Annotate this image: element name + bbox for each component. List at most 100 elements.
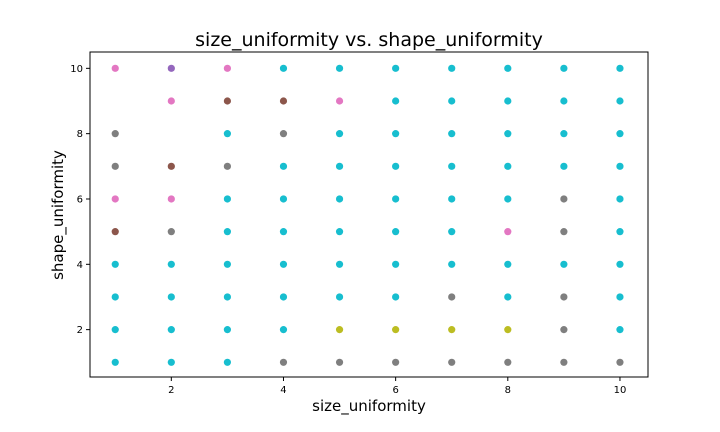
x-tick-label: 2 — [168, 385, 174, 396]
data-point — [504, 358, 512, 366]
data-point — [448, 64, 456, 72]
data-point — [111, 293, 119, 301]
data-point — [616, 228, 624, 236]
y-tick-label: 6 — [77, 194, 83, 205]
data-point — [504, 130, 512, 138]
data-point — [616, 130, 624, 138]
data-point — [616, 64, 624, 72]
data-point — [223, 228, 231, 236]
data-point — [279, 326, 288, 334]
data-point — [167, 97, 175, 105]
data-point — [560, 228, 568, 236]
data-point — [392, 260, 400, 268]
data-point — [279, 293, 288, 301]
data-point — [223, 358, 231, 366]
data-point — [167, 260, 175, 268]
data-point — [279, 358, 288, 366]
data-point — [167, 326, 175, 334]
data-point — [560, 260, 568, 268]
data-point — [335, 64, 344, 72]
data-point — [279, 130, 288, 138]
data-point — [111, 130, 119, 138]
data-point — [111, 358, 119, 366]
x-tick-label: 10 — [614, 385, 627, 396]
data-point — [560, 130, 568, 138]
data-point — [448, 228, 456, 236]
data-point — [279, 162, 288, 170]
data-point — [504, 195, 512, 203]
data-point — [560, 326, 568, 334]
data-point — [167, 162, 175, 170]
data-point — [223, 326, 231, 334]
data-point — [223, 195, 231, 203]
data-point — [448, 130, 456, 138]
data-point — [167, 358, 175, 366]
data-point — [279, 97, 288, 105]
data-point — [504, 293, 512, 301]
data-point — [616, 195, 624, 203]
data-point — [504, 326, 512, 334]
data-point — [167, 64, 175, 72]
data-point — [504, 260, 512, 268]
data-point — [560, 358, 568, 366]
x-axis-label: size_uniformity — [312, 397, 426, 416]
data-point — [448, 97, 456, 105]
data-point — [616, 358, 624, 366]
data-point — [111, 64, 119, 72]
data-point — [616, 260, 624, 268]
data-point — [335, 228, 344, 236]
data-point — [448, 293, 456, 301]
data-point — [111, 195, 119, 203]
y-tick-label: 4 — [77, 260, 83, 271]
data-point — [392, 162, 400, 170]
data-point — [223, 162, 231, 170]
data-point — [223, 260, 231, 268]
data-point — [335, 195, 344, 203]
data-point — [167, 195, 175, 203]
data-point — [335, 358, 344, 366]
data-point — [448, 260, 456, 268]
data-point — [223, 97, 231, 105]
data-point — [504, 64, 512, 72]
data-point — [616, 293, 624, 301]
data-point — [167, 293, 175, 301]
data-point — [392, 97, 400, 105]
y-axis-label: shape_uniformity — [49, 150, 68, 280]
data-point — [448, 162, 456, 170]
data-point — [335, 326, 344, 334]
data-point — [279, 228, 288, 236]
data-point — [504, 162, 512, 170]
data-point — [616, 97, 624, 105]
data-point — [392, 130, 400, 138]
data-point — [335, 260, 344, 268]
ticks-layer: 2 4 6 8 10 2 4 6 8 10 — [70, 64, 626, 396]
data-point — [335, 293, 344, 301]
data-point — [279, 64, 288, 72]
data-point — [448, 195, 456, 203]
data-point — [223, 130, 231, 138]
data-point — [392, 64, 400, 72]
chart-title: size_uniformity vs. shape_uniformity — [195, 29, 543, 51]
data-point — [392, 326, 400, 334]
data-point — [223, 293, 231, 301]
data-point — [504, 228, 512, 236]
y-tick-label: 8 — [77, 129, 83, 140]
data-point — [335, 97, 344, 105]
x-tick-label: 8 — [505, 385, 511, 396]
data-point — [111, 162, 119, 170]
data-point — [560, 64, 568, 72]
data-point — [616, 162, 624, 170]
data-point — [335, 162, 344, 170]
data-point — [560, 195, 568, 203]
points-layer — [111, 64, 624, 366]
x-tick-label: 4 — [280, 385, 286, 396]
data-point — [448, 326, 456, 334]
data-point — [504, 97, 512, 105]
y-tick-label: 2 — [77, 325, 83, 336]
plot-frame — [89, 51, 649, 378]
data-point — [111, 260, 119, 268]
data-point — [279, 195, 288, 203]
data-point — [560, 293, 568, 301]
x-tick-label: 6 — [392, 385, 398, 396]
